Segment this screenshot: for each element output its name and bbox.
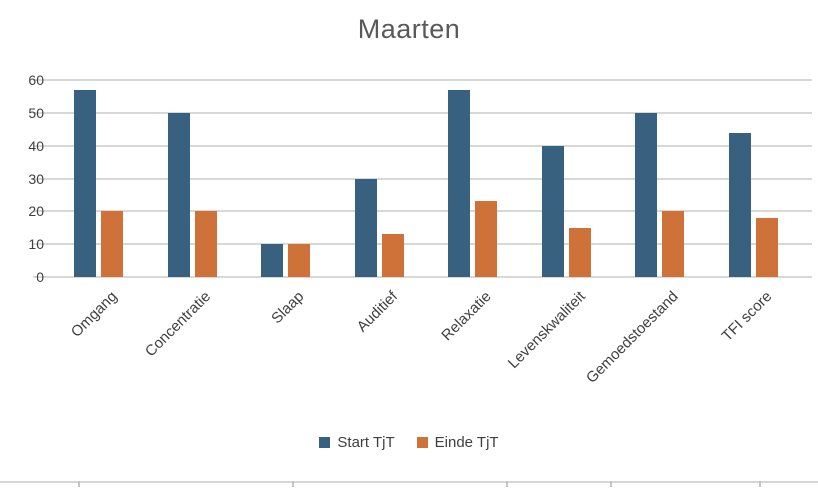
worksheet-column-divider xyxy=(506,481,508,487)
chart-title: Maarten xyxy=(357,14,461,44)
bar xyxy=(541,145,564,277)
legend-item: Start TjT xyxy=(319,434,395,451)
y-tick-label: 0 xyxy=(36,269,44,285)
x-axis-category-label: Gemoedstoestand xyxy=(583,288,682,387)
legend-swatch xyxy=(319,437,331,448)
x-axis-category-label: TFI score xyxy=(718,288,776,345)
bar xyxy=(568,227,591,277)
gridline xyxy=(33,177,812,180)
gridline xyxy=(33,79,812,81)
legend-label: Start TjT xyxy=(337,434,395,451)
legend: Start TjT Einde TjT xyxy=(0,434,818,451)
bar xyxy=(381,234,404,277)
x-axis-category-label: Concentratie xyxy=(142,288,215,361)
worksheet-column-divider xyxy=(292,481,294,487)
worksheet-column-divider xyxy=(610,481,612,487)
gridline xyxy=(33,210,812,213)
x-axis-category-label: Omgang xyxy=(68,288,121,341)
gridline xyxy=(33,144,812,147)
y-tick-label: 40 xyxy=(28,137,44,154)
bar xyxy=(635,112,658,277)
x-axis-category-label: Levenskwaliteit xyxy=(504,288,589,372)
bar xyxy=(755,217,778,277)
y-tick-label: 60 xyxy=(28,72,44,88)
y-tick-label: 10 xyxy=(28,236,44,253)
bar xyxy=(475,201,498,277)
worksheet-row-border xyxy=(0,481,818,483)
bar xyxy=(288,244,311,277)
bar xyxy=(354,178,377,277)
y-tick-label: 30 xyxy=(28,170,44,187)
legend-label: Einde TjT xyxy=(434,434,499,451)
x-axis-category-label: Relaxatie xyxy=(438,288,495,345)
x-axis-category-label: Auditief xyxy=(353,288,402,336)
bar xyxy=(194,211,217,277)
worksheet-column-divider xyxy=(759,481,761,487)
bar xyxy=(261,244,284,277)
bar xyxy=(101,211,124,277)
gridline xyxy=(33,111,812,114)
y-tick-label: 50 xyxy=(28,104,44,121)
legend-swatch xyxy=(416,437,428,448)
gridline xyxy=(33,243,812,246)
gridline xyxy=(33,276,812,278)
bar xyxy=(728,132,751,277)
bar xyxy=(448,89,471,277)
worksheet-column-divider xyxy=(78,481,80,487)
bar xyxy=(167,112,190,277)
y-tick-label: 20 xyxy=(28,203,44,220)
x-axis-category-label: Slaap xyxy=(268,288,308,328)
bar xyxy=(74,89,97,277)
legend-item: Einde TjT xyxy=(416,434,499,451)
bar xyxy=(662,211,685,277)
